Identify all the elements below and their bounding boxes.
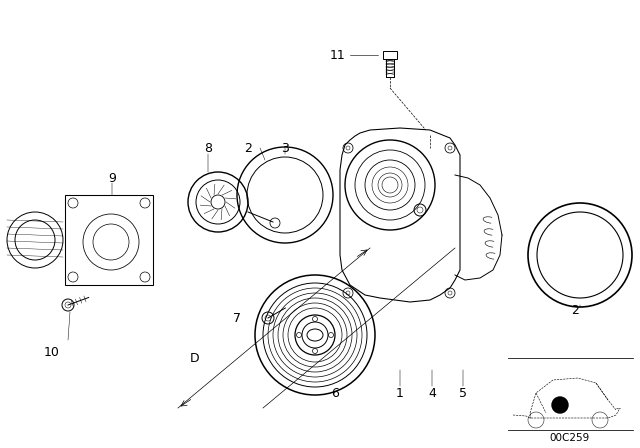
Text: 7: 7 [233,311,241,324]
Text: 8: 8 [204,142,212,155]
Text: 1: 1 [396,387,404,400]
Polygon shape [340,128,460,302]
Text: 4: 4 [428,387,436,400]
Text: 2: 2 [244,142,252,155]
Text: 9: 9 [108,172,116,185]
Text: 11: 11 [330,48,346,61]
Text: 00C259: 00C259 [550,433,590,443]
Circle shape [552,397,568,413]
Text: 2: 2 [571,303,579,316]
Text: 3: 3 [281,142,289,155]
Text: D: D [190,352,200,365]
Text: 10: 10 [44,345,60,358]
Bar [383,51,397,59]
Bar [65,195,153,285]
Text: 6: 6 [331,387,339,400]
Text: 5: 5 [459,387,467,400]
